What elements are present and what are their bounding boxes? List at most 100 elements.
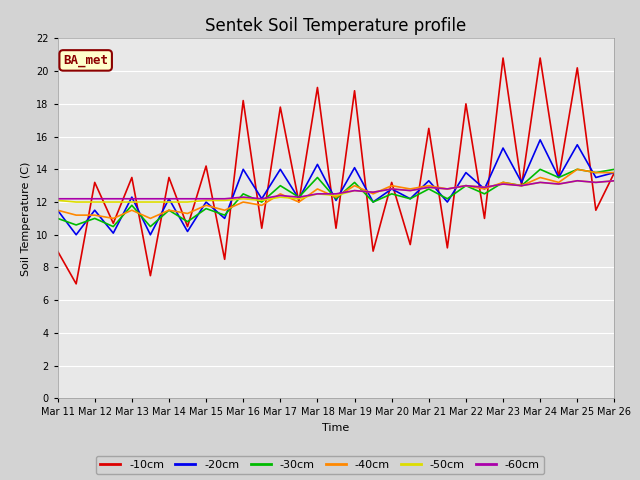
-20cm — [72, 232, 80, 238]
-50cm — [536, 180, 544, 185]
-60cm — [555, 181, 563, 187]
Legend: -10cm, -20cm, -30cm, -40cm, -50cm, -60cm: -10cm, -20cm, -30cm, -40cm, -50cm, -60cm — [96, 456, 544, 474]
-40cm — [351, 183, 358, 189]
-30cm — [332, 196, 340, 202]
-60cm — [499, 181, 507, 187]
-30cm — [425, 186, 433, 192]
-60cm — [147, 196, 154, 202]
-60cm — [295, 194, 303, 200]
Line: -10cm: -10cm — [58, 58, 614, 284]
-40cm — [165, 207, 173, 213]
-60cm — [536, 180, 544, 185]
-20cm — [351, 165, 358, 170]
-30cm — [462, 183, 470, 189]
-50cm — [573, 178, 581, 184]
-10cm — [444, 245, 451, 251]
-60cm — [444, 186, 451, 192]
-50cm — [258, 198, 266, 204]
-60cm — [165, 196, 173, 202]
-30cm — [481, 191, 488, 197]
Line: -20cm: -20cm — [58, 140, 614, 235]
-40cm — [202, 203, 210, 208]
-10cm — [147, 273, 154, 278]
-30cm — [72, 222, 80, 228]
-10cm — [611, 170, 618, 176]
-10cm — [462, 101, 470, 107]
-20cm — [388, 186, 396, 192]
-50cm — [91, 199, 99, 205]
-30cm — [91, 216, 99, 221]
-30cm — [109, 224, 117, 229]
-10cm — [369, 248, 377, 254]
-50cm — [425, 184, 433, 190]
-10cm — [536, 55, 544, 61]
-30cm — [165, 207, 173, 213]
-10cm — [276, 104, 284, 110]
-50cm — [109, 199, 117, 205]
-50cm — [165, 199, 173, 205]
-20cm — [202, 199, 210, 205]
-40cm — [221, 207, 228, 213]
-60cm — [332, 191, 340, 197]
Y-axis label: Soil Temperature (C): Soil Temperature (C) — [20, 161, 31, 276]
-40cm — [518, 183, 525, 189]
-20cm — [406, 196, 414, 202]
-20cm — [518, 180, 525, 185]
-10cm — [54, 248, 61, 254]
-30cm — [54, 216, 61, 221]
-60cm — [258, 196, 266, 202]
-60cm — [109, 196, 117, 202]
-60cm — [611, 178, 618, 184]
Line: -30cm: -30cm — [58, 169, 614, 227]
-60cm — [388, 186, 396, 192]
-30cm — [611, 167, 618, 172]
Title: Sentek Soil Temperature profile: Sentek Soil Temperature profile — [205, 17, 467, 36]
-10cm — [592, 207, 600, 213]
-40cm — [91, 212, 99, 218]
-20cm — [444, 199, 451, 205]
-60cm — [592, 180, 600, 185]
-30cm — [184, 219, 191, 225]
-50cm — [221, 198, 228, 204]
-50cm — [239, 196, 247, 202]
Line: -60cm: -60cm — [58, 181, 614, 199]
-30cm — [276, 183, 284, 189]
-60cm — [481, 184, 488, 190]
Text: BA_met: BA_met — [63, 54, 108, 67]
-40cm — [425, 183, 433, 189]
-60cm — [202, 196, 210, 202]
-40cm — [406, 186, 414, 192]
-50cm — [184, 199, 191, 205]
-10cm — [481, 216, 488, 221]
Line: -50cm: -50cm — [58, 181, 614, 202]
-50cm — [369, 189, 377, 195]
-50cm — [351, 188, 358, 193]
-10cm — [221, 256, 228, 262]
-50cm — [54, 198, 61, 204]
-40cm — [54, 207, 61, 213]
-30cm — [536, 167, 544, 172]
-50cm — [388, 186, 396, 192]
-10cm — [202, 163, 210, 169]
-20cm — [91, 207, 99, 213]
-20cm — [276, 167, 284, 172]
-40cm — [72, 212, 80, 218]
-20cm — [109, 230, 117, 236]
-40cm — [295, 199, 303, 205]
Line: -40cm: -40cm — [58, 169, 614, 218]
-50cm — [128, 199, 136, 205]
-40cm — [611, 170, 618, 176]
-50cm — [592, 180, 600, 185]
-60cm — [573, 178, 581, 184]
-10cm — [573, 65, 581, 71]
-50cm — [518, 183, 525, 189]
-10cm — [406, 242, 414, 248]
-20cm — [481, 186, 488, 192]
-10cm — [351, 88, 358, 94]
-40cm — [239, 199, 247, 205]
-10cm — [239, 98, 247, 104]
-50cm — [555, 181, 563, 187]
-30cm — [406, 196, 414, 202]
-50cm — [276, 194, 284, 200]
-40cm — [499, 180, 507, 185]
